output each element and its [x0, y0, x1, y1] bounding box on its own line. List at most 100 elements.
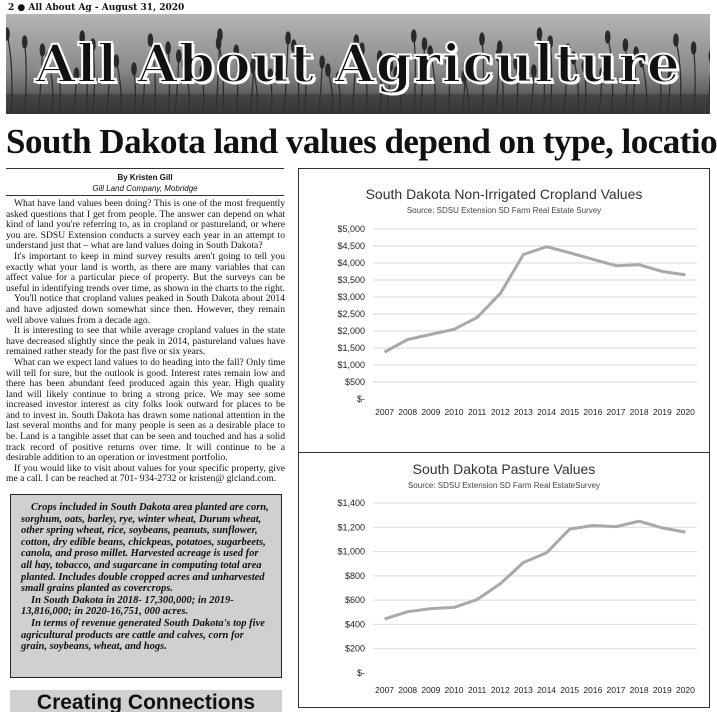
x-tick-label: 2009 [421, 685, 440, 695]
y-tick-label: $2,500 [337, 309, 365, 319]
x-tick-label: 2016 [583, 685, 602, 695]
wheat-head [667, 70, 674, 84]
article-paragraph: It is interesting to see that while aver… [6, 325, 285, 358]
wheat-head [131, 62, 137, 76]
wheat-head [353, 34, 360, 48]
pasture-chart-svg: South Dakota Pasture Values Source: SDSU … [337, 461, 697, 695]
wheat-head [495, 48, 502, 62]
wheat-head [708, 50, 710, 62]
wheat-head [427, 45, 434, 59]
wheat-head [410, 29, 417, 43]
wheat-head [147, 33, 154, 47]
wheat-head [73, 67, 80, 81]
wheat-head [107, 46, 114, 60]
y-tick-label: $- [357, 394, 365, 404]
x-tick-label: 2008 [398, 685, 417, 695]
y-tick-label: $1,200 [337, 522, 365, 532]
x-tick-label: 2013 [514, 685, 533, 695]
wheat-head [513, 56, 519, 70]
y-tick-label: $1,400 [337, 498, 365, 508]
x-tick-label: 2007 [375, 685, 394, 695]
article-paragraph: What can we expect land values to do hea… [6, 356, 285, 464]
byline: By Kristen Gill Gill Land Company, Mobri… [6, 172, 284, 194]
article-headline: South Dakota land values depend on type,… [6, 122, 717, 161]
wheat-head [215, 36, 222, 50]
wheat-head [267, 68, 274, 82]
wheat-head [165, 41, 171, 55]
wheat-head [530, 64, 537, 78]
wheat-head [249, 60, 256, 74]
wheat-head [622, 38, 629, 52]
wheat-head [638, 54, 645, 68]
x-tick-label: 2009 [421, 407, 440, 417]
chart-subtitle: Source: SDSU Extension SD Farm Real Esta… [408, 481, 600, 490]
x-tick-label: 2017 [607, 407, 626, 417]
y-tick-label: $800 [345, 571, 365, 581]
y-tick-label: $1,000 [337, 360, 365, 370]
wheat-head [359, 42, 365, 56]
x-tick-label: 2020 [676, 685, 695, 695]
wheat-head [141, 70, 148, 84]
cropland-chart-svg: South Dakota Non-Irrigated Cropland Valu… [337, 186, 697, 417]
x-tick-label: 2020 [676, 407, 695, 417]
wheat-head [6, 27, 10, 41]
wheat-head [39, 43, 46, 57]
y-tick-label: $5,000 [337, 224, 365, 234]
y-tick-label: $200 [345, 644, 365, 654]
next-section-heading: Creating Connections [10, 690, 282, 712]
wheat-head [461, 69, 468, 83]
masthead-banner: All About Agriculture [6, 14, 710, 114]
wheat-field-photo [6, 14, 710, 114]
wheat-head [181, 57, 188, 71]
y-tick-label: $600 [345, 595, 365, 605]
chart-title: South Dakota Pasture Values [413, 461, 596, 477]
article-paragraph: If you would like to visit about values … [6, 462, 285, 485]
article-paragraph: You'll notice that cropland values peake… [6, 293, 285, 326]
chart-title: South Dakota Non-Irrigated Cropland Valu… [366, 186, 643, 202]
y-tick-label: $4,500 [337, 241, 365, 251]
wheat-head [421, 37, 428, 51]
page-folio: 2 ● All About Ag - August 31, 2020 [8, 3, 185, 13]
x-tick-label: 2019 [653, 685, 672, 695]
wheat-head [547, 35, 554, 49]
wheat-head [393, 66, 399, 80]
y-tick-label: $2,000 [337, 326, 365, 336]
y-tick-label: $3,500 [337, 275, 365, 285]
wheat-head [199, 65, 206, 79]
wheat-head [376, 50, 383, 64]
wheat-head [599, 67, 605, 81]
wheat-head [113, 54, 120, 68]
wheat-head [570, 51, 577, 65]
y-tick-label: $500 [345, 377, 365, 387]
x-tick-label: 2015 [560, 685, 579, 695]
wheat-head [21, 35, 28, 49]
wheat-head [45, 51, 51, 65]
x-tick-label: 2015 [560, 407, 579, 417]
article-body: What have land values been doing? This i… [6, 198, 285, 485]
x-tick-label: 2011 [468, 407, 487, 417]
wheat-head [319, 55, 326, 69]
x-tick-label: 2019 [653, 407, 672, 417]
wheat-head [325, 63, 331, 77]
x-tick-label: 2012 [491, 407, 510, 417]
series-line [383, 245, 686, 354]
masthead-title: All About Agriculture [34, 33, 681, 96]
crops-sidebar-box: Crops included in South Dakota area plan… [10, 494, 282, 678]
wheat-head [536, 27, 543, 41]
x-tick-label: 2010 [445, 685, 464, 695]
series-line [384, 519, 686, 621]
y-tick-label: $1,500 [337, 343, 365, 353]
x-tick-label: 2008 [398, 407, 417, 417]
wheat-head [290, 39, 297, 53]
wheat-head [301, 47, 308, 61]
divider [6, 195, 284, 196]
wheat-head [176, 49, 182, 63]
wheat-head [445, 53, 451, 67]
wheat-head [565, 43, 571, 57]
y-tick-label: $3,000 [337, 292, 365, 302]
x-tick-label: 2007 [375, 407, 394, 417]
wheat-head [55, 59, 62, 73]
article-paragraph: It's important to keep in mind survey re… [6, 250, 285, 294]
x-tick-label: 2014 [537, 407, 556, 417]
x-tick-label: 2018 [630, 407, 649, 417]
